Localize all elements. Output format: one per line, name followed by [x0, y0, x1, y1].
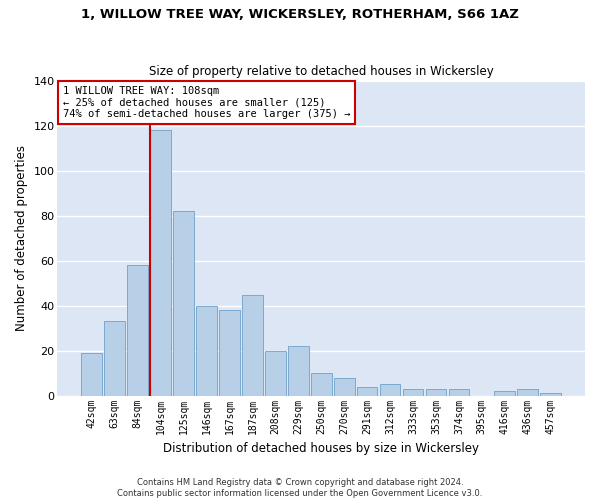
X-axis label: Distribution of detached houses by size in Wickersley: Distribution of detached houses by size …	[163, 442, 479, 455]
Bar	[265, 350, 286, 396]
Bar	[334, 378, 355, 396]
Bar	[494, 391, 515, 396]
Bar	[517, 389, 538, 396]
Bar	[380, 384, 400, 396]
Bar	[541, 394, 561, 396]
Bar	[196, 306, 217, 396]
Bar	[403, 389, 424, 396]
Text: 1, WILLOW TREE WAY, WICKERSLEY, ROTHERHAM, S66 1AZ: 1, WILLOW TREE WAY, WICKERSLEY, ROTHERHA…	[81, 8, 519, 20]
Bar	[357, 386, 377, 396]
Bar	[242, 294, 263, 396]
Bar	[104, 322, 125, 396]
Bar	[173, 212, 194, 396]
Text: 1 WILLOW TREE WAY: 108sqm
← 25% of detached houses are smaller (125)
74% of semi: 1 WILLOW TREE WAY: 108sqm ← 25% of detac…	[63, 86, 350, 119]
Bar	[449, 389, 469, 396]
Bar	[288, 346, 308, 396]
Bar	[311, 373, 332, 396]
Bar	[425, 389, 446, 396]
Bar	[82, 353, 102, 396]
Title: Size of property relative to detached houses in Wickersley: Size of property relative to detached ho…	[149, 66, 494, 78]
Bar	[219, 310, 240, 396]
Y-axis label: Number of detached properties: Number of detached properties	[15, 146, 28, 332]
Bar	[150, 130, 171, 396]
Bar	[127, 266, 148, 396]
Text: Contains HM Land Registry data © Crown copyright and database right 2024.
Contai: Contains HM Land Registry data © Crown c…	[118, 478, 482, 498]
